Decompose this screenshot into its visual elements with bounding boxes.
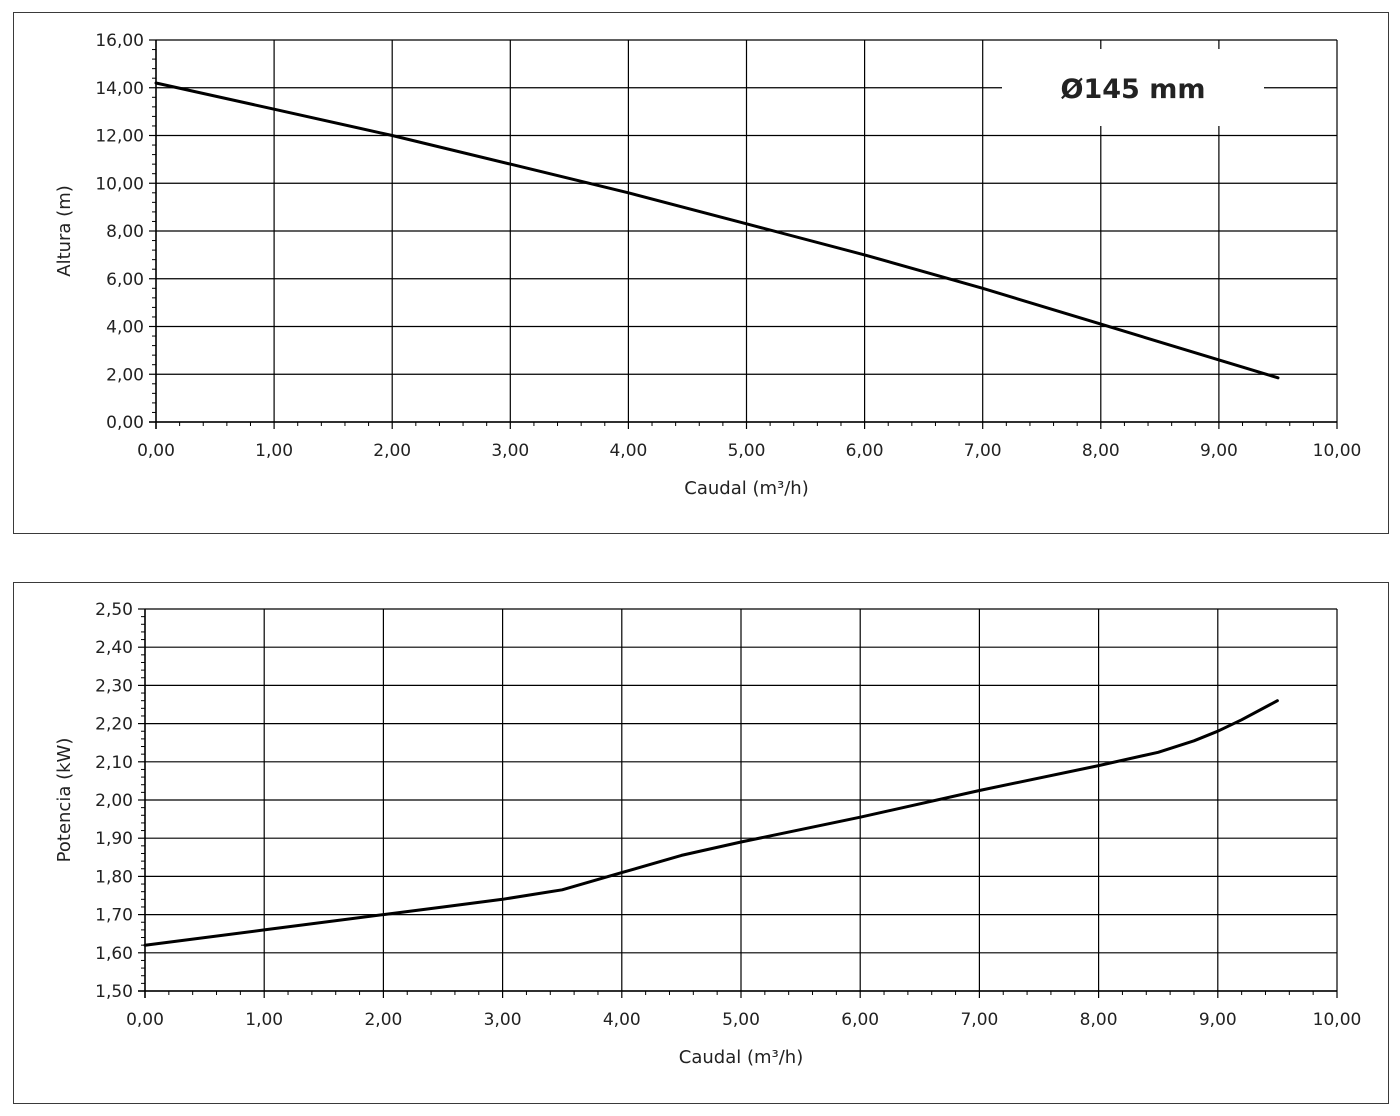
x-tick-label: 3,00 bbox=[491, 441, 529, 461]
y-tick-label: 14,00 bbox=[95, 79, 144, 99]
y-tick-label: 2,40 bbox=[95, 638, 133, 658]
x-tick-label: 1,00 bbox=[245, 1010, 283, 1030]
x-tick-label: 6,00 bbox=[846, 441, 884, 461]
y-axis-title: Altura (m) bbox=[54, 185, 75, 277]
y-tick-label: 4,00 bbox=[106, 318, 144, 338]
series-line bbox=[154, 81, 1280, 380]
y-tick-label: 2,50 bbox=[95, 600, 133, 620]
series-line bbox=[143, 699, 1279, 947]
y-tick-label: 1,60 bbox=[95, 944, 133, 964]
y-tick-label: 1,70 bbox=[95, 906, 133, 926]
x-tick-label: 1,00 bbox=[255, 441, 293, 461]
x-tick-label: 9,00 bbox=[1199, 1010, 1237, 1030]
x-tick-label: 8,00 bbox=[1080, 1010, 1118, 1030]
y-axis-title: Potencia (kW) bbox=[54, 738, 75, 863]
y-tick-label: 2,30 bbox=[95, 676, 133, 696]
annotation-label: Ø145 mm bbox=[1061, 74, 1206, 105]
y-tick-label: 6,00 bbox=[106, 270, 144, 290]
x-tick-label: 5,00 bbox=[722, 1010, 760, 1030]
y-tick-label: 1,80 bbox=[95, 867, 133, 887]
y-tick-label: 1,50 bbox=[95, 982, 133, 1002]
head-chart: 0,00 1,00 2,00 3,00 4,00 5,00 6,00 7,00 8,00 9,00… bbox=[54, 31, 1362, 499]
x-tick-label: 8,00 bbox=[1082, 441, 1120, 461]
y-tick-label: 8,00 bbox=[106, 222, 144, 242]
x-tick-label: 5,00 bbox=[728, 441, 766, 461]
power-chart: 0,00 1,00 2,00 3,00 4,00 5,00 6,00 7,00 8,00 9,00… bbox=[54, 600, 1362, 1068]
y-tick-label: 2,00 bbox=[95, 791, 133, 811]
x-tick-label: 2,00 bbox=[364, 1010, 402, 1030]
y-tick-label: 2,20 bbox=[95, 715, 133, 735]
x-tick-label: 2,00 bbox=[373, 441, 411, 461]
y-tick-label: 2,10 bbox=[95, 753, 133, 773]
x-tick-label: 10,00 bbox=[1313, 441, 1362, 461]
x-tick-label: 7,00 bbox=[964, 441, 1002, 461]
y-tick-label: 12,00 bbox=[95, 127, 144, 147]
x-tick-label: 4,00 bbox=[603, 1010, 641, 1030]
x-tick-label: 10,00 bbox=[1313, 1010, 1362, 1030]
x-tick-label: 6,00 bbox=[841, 1010, 879, 1030]
annotation-background bbox=[1002, 49, 1264, 126]
y-tick-label: 0,00 bbox=[106, 413, 144, 433]
x-axis-title: Caudal (m³/h) bbox=[684, 478, 808, 499]
x-tick-label: 0,00 bbox=[126, 1010, 164, 1030]
x-tick-label: 3,00 bbox=[484, 1010, 522, 1030]
y-tick-label: 16,00 bbox=[95, 31, 144, 51]
x-tick-label: 9,00 bbox=[1200, 441, 1238, 461]
y-tick-label: 10,00 bbox=[95, 174, 144, 194]
y-tick-label: 2,00 bbox=[106, 365, 144, 385]
head-chart-panel: 0,00 1,00 2,00 3,00 4,00 5,00 6,00 7,00 8,00 9,00… bbox=[13, 12, 1389, 534]
x-tick-label: 0,00 bbox=[137, 441, 175, 461]
x-axis-title: Caudal (m³/h) bbox=[679, 1047, 803, 1068]
y-tick-label: 1,90 bbox=[95, 829, 133, 849]
power-chart-panel: 0,00 1,00 2,00 3,00 4,00 5,00 6,00 7,00 8,00 9,00… bbox=[13, 582, 1389, 1104]
x-tick-label: 4,00 bbox=[609, 441, 647, 461]
x-tick-label: 7,00 bbox=[960, 1010, 998, 1030]
